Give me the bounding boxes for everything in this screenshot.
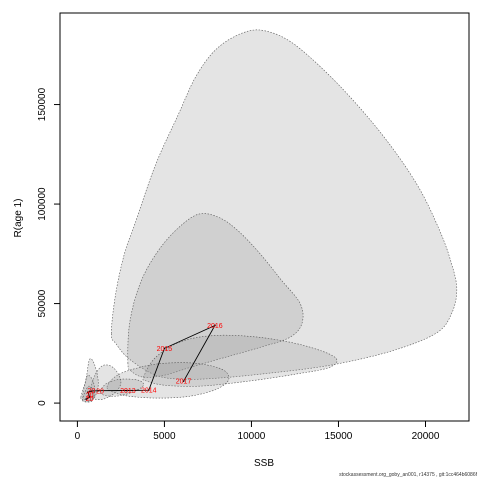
confidence-ellipse-2011	[82, 358, 99, 402]
year-label: 2016	[207, 323, 223, 330]
confidence-ellipse-2017	[142, 334, 338, 387]
year-label: 20	[86, 393, 94, 400]
x-axis: 0 5000 10000 15000 20000	[75, 421, 440, 442]
x-tick-label: 5000	[153, 431, 176, 442]
confidence-ellipse-2014	[106, 362, 230, 399]
point-2017	[182, 380, 185, 382]
y-tick-label: 100000	[37, 187, 48, 221]
point-2014	[147, 389, 150, 391]
y-tick-label: 150000	[37, 87, 48, 121]
x-axis-label: SSB	[254, 458, 274, 469]
confidence-ellipse-2013	[99, 378, 144, 397]
year-label: 20	[87, 388, 95, 395]
plot-frame	[59, 12, 470, 422]
confidence-ellipse-2015	[127, 213, 304, 378]
y-axis-label: R(age 1)	[13, 199, 24, 238]
point-2009	[88, 396, 91, 398]
x-tick-label: 0	[75, 431, 81, 442]
y-axis: 0 50000 100000 150000	[37, 87, 60, 406]
year-label: 2014	[141, 388, 157, 395]
year-label: 20	[96, 388, 104, 395]
year-label: 2013	[120, 388, 136, 395]
y-tick-label: 50000	[37, 289, 48, 317]
x-tick-label: 20000	[412, 431, 440, 442]
year-label: 2017	[176, 379, 192, 386]
point-2016	[214, 324, 216, 327]
point-2010	[87, 391, 89, 393]
confidence-ellipses	[80, 29, 458, 403]
confidence-ellipse-2016	[110, 29, 458, 380]
point-2015	[163, 347, 166, 350]
y-tick-label: 0	[37, 400, 48, 406]
trajectory-line	[85, 324, 216, 400]
x-tick-label: 15000	[325, 431, 353, 442]
footer-text: stockassessment.org_goby_an001, r14375 ,…	[339, 472, 477, 478]
point-2008	[85, 398, 87, 400]
x-tick-label: 10000	[238, 431, 266, 442]
point-2011	[90, 390, 93, 392]
year-label: 20	[86, 396, 94, 403]
trajectory	[85, 324, 216, 400]
confidence-ellipse-2010	[80, 374, 96, 402]
year-label: 2015	[157, 346, 173, 353]
point-2013	[125, 389, 127, 392]
point-2012	[97, 389, 100, 392]
